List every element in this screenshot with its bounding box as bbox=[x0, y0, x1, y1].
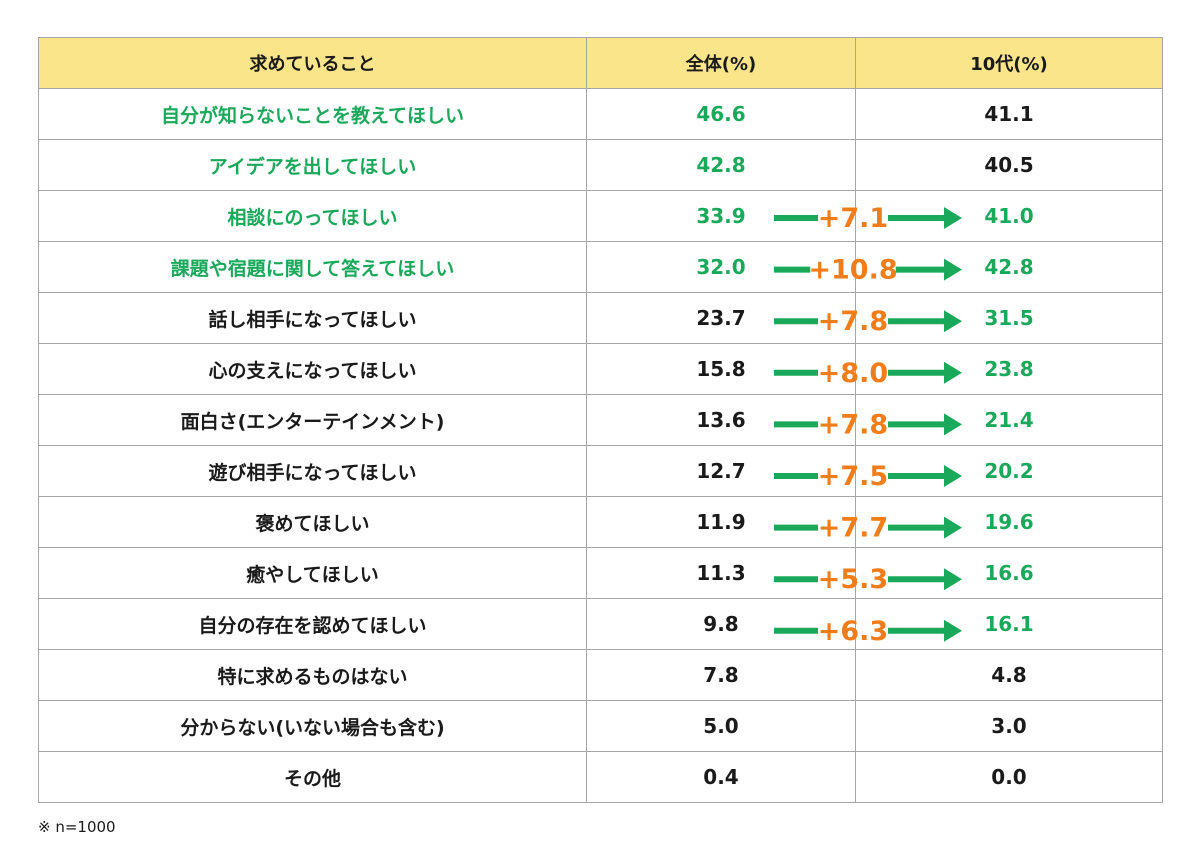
row-value-teen: 31.5 bbox=[855, 292, 1163, 344]
row-value-teen: 21.4 bbox=[855, 394, 1163, 446]
table-body: 自分が知らないことを教えてほしい 46.6 41.1 アイデアを出してほしい 42.8 4… bbox=[38, 88, 1163, 803]
row-item-label: その他 bbox=[38, 751, 587, 803]
row-value-all: 11.3 bbox=[586, 547, 856, 599]
survey-table: 求めていること 全体(%) 10代(%) 自分が知らないことを教えてほしい 46.… bbox=[38, 37, 1163, 803]
table-row: 分からない(いない場合も含む) 5.0 3.0 bbox=[38, 700, 1163, 752]
table-row: 特に求めるものはない 7.8 4.8 bbox=[38, 649, 1163, 701]
column-header-all: 全体(%) bbox=[586, 37, 856, 89]
row-item-label: 話し相手になってほしい bbox=[38, 292, 587, 344]
row-value-all: 7.8 bbox=[586, 649, 856, 701]
row-value-all: 15.8 bbox=[586, 343, 856, 395]
column-header-item: 求めていること bbox=[38, 37, 587, 89]
row-value-teen: 41.1 bbox=[855, 88, 1163, 140]
table-row: 自分の存在を認めてほしい 9.8 16.1 bbox=[38, 598, 1163, 650]
column-header-teen: 10代(%) bbox=[855, 37, 1163, 89]
row-value-teen: 40.5 bbox=[855, 139, 1163, 191]
row-value-all: 9.8 bbox=[586, 598, 856, 650]
row-item-label: 遊び相手になってほしい bbox=[38, 445, 587, 497]
row-item-label: 面白さ(エンターテインメント) bbox=[38, 394, 587, 446]
row-value-all: 13.6 bbox=[586, 394, 856, 446]
row-value-teen: 16.1 bbox=[855, 598, 1163, 650]
row-value-all: 33.9 bbox=[586, 190, 856, 242]
row-item-label: 癒やしてほしい bbox=[38, 547, 587, 599]
table-row: 自分が知らないことを教えてほしい 46.6 41.1 bbox=[38, 88, 1163, 140]
row-item-label: アイデアを出してほしい bbox=[38, 139, 587, 191]
survey-table-container: 求めていること 全体(%) 10代(%) 自分が知らないことを教えてほしい 46.… bbox=[38, 37, 1163, 812]
row-item-label: 分からない(いない場合も含む) bbox=[38, 700, 587, 752]
table-row: 褒めてほしい 11.9 19.6 bbox=[38, 496, 1163, 548]
table-row: 癒やしてほしい 11.3 16.6 bbox=[38, 547, 1163, 599]
row-value-all: 32.0 bbox=[586, 241, 856, 293]
table-row: アイデアを出してほしい 42.8 40.5 bbox=[38, 139, 1163, 191]
table-row: 課題や宿題に関して答えてほしい 32.0 42.8 bbox=[38, 241, 1163, 293]
row-value-teen: 19.6 bbox=[855, 496, 1163, 548]
table-row: 遊び相手になってほしい 12.7 20.2 bbox=[38, 445, 1163, 497]
row-item-label: 相談にのってほしい bbox=[38, 190, 587, 242]
row-value-teen: 23.8 bbox=[855, 343, 1163, 395]
row-item-label: 特に求めるものはない bbox=[38, 649, 587, 701]
table-row: 相談にのってほしい 33.9 41.0 bbox=[38, 190, 1163, 242]
row-item-label: 自分の存在を認めてほしい bbox=[38, 598, 587, 650]
table-header: 求めていること 全体(%) 10代(%) bbox=[38, 37, 1163, 89]
footnote: ※ n=1000 bbox=[38, 818, 116, 836]
row-value-all: 11.9 bbox=[586, 496, 856, 548]
row-value-all: 0.4 bbox=[586, 751, 856, 803]
row-value-all: 23.7 bbox=[586, 292, 856, 344]
row-value-all: 42.8 bbox=[586, 139, 856, 191]
header-row: 求めていること 全体(%) 10代(%) bbox=[38, 37, 1163, 89]
table-row: その他 0.4 0.0 bbox=[38, 751, 1163, 803]
row-item-label: 褒めてほしい bbox=[38, 496, 587, 548]
table-row: 話し相手になってほしい 23.7 31.5 bbox=[38, 292, 1163, 344]
row-value-all: 12.7 bbox=[586, 445, 856, 497]
row-value-teen: 3.0 bbox=[855, 700, 1163, 752]
row-item-label: 自分が知らないことを教えてほしい bbox=[38, 88, 587, 140]
row-value-all: 46.6 bbox=[586, 88, 856, 140]
row-value-teen: 20.2 bbox=[855, 445, 1163, 497]
row-value-teen: 0.0 bbox=[855, 751, 1163, 803]
row-item-label: 課題や宿題に関して答えてほしい bbox=[38, 241, 587, 293]
row-value-teen: 4.8 bbox=[855, 649, 1163, 701]
table-row: 面白さ(エンターテインメント) 13.6 21.4 bbox=[38, 394, 1163, 446]
row-item-label: 心の支えになってほしい bbox=[38, 343, 587, 395]
table-row: 心の支えになってほしい 15.8 23.8 bbox=[38, 343, 1163, 395]
row-value-teen: 42.8 bbox=[855, 241, 1163, 293]
row-value-all: 5.0 bbox=[586, 700, 856, 752]
row-value-teen: 16.6 bbox=[855, 547, 1163, 599]
row-value-teen: 41.0 bbox=[855, 190, 1163, 242]
